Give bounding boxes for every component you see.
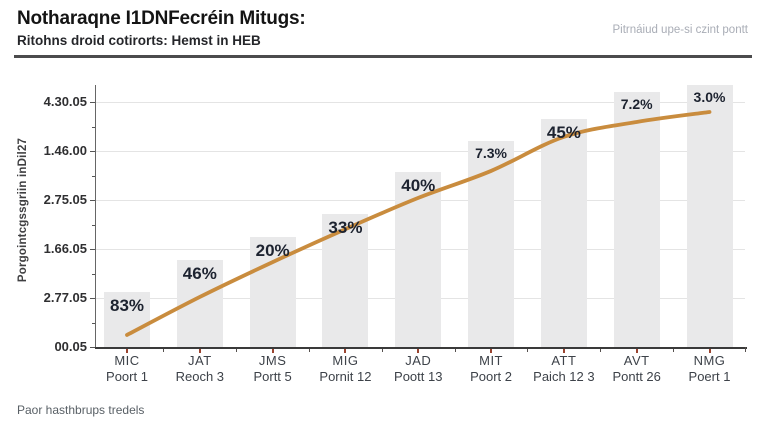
x-tick-label-ticker: JAD [405, 353, 432, 368]
y-axis-minor-tick [92, 224, 95, 226]
x-axis-boundary-tick [454, 347, 456, 352]
bar [686, 85, 733, 347]
x-tick-label-port: Poott 13 [394, 369, 443, 384]
page-title: Notharaqne I1DNFecréin Mitugs: [17, 8, 306, 29]
y-axis-line [94, 85, 96, 349]
x-tick-label-port: Pontt 26 [612, 369, 661, 384]
x-tick-label-port: Pornit 12 [319, 369, 372, 384]
y-tick-label: 4.30.05 [43, 94, 87, 109]
header-meta: Pitrnáiud upe-si czint pontt [612, 24, 748, 36]
x-tick-label-port: Reoch 3 [175, 369, 225, 384]
x-axis-category-tick [490, 349, 493, 353]
y-axis-major-tick [90, 347, 95, 348]
x-tick-label-ticker: JAT [187, 353, 212, 368]
x-axis-category-tick [271, 349, 274, 353]
bar [613, 92, 660, 347]
x-axis-line [95, 347, 747, 349]
y-axis-major-tick [90, 249, 95, 250]
y-tick-label: 2.77.05 [43, 290, 87, 305]
x-tick-label-ticker: AVT [623, 353, 650, 368]
gridline [95, 151, 745, 152]
header-divider [14, 55, 752, 58]
y-tick-label: 2.75.05 [43, 192, 87, 207]
y-axis-minor-tick [92, 322, 95, 324]
y-axis-major-tick [90, 102, 95, 103]
x-axis-category-tick [344, 349, 347, 353]
footer-note: Paor hasthbrups tredels [17, 403, 145, 417]
x-tick-label-port: Poert 1 [688, 369, 731, 384]
x-tick-label-ticker: NMG [693, 353, 726, 368]
x-tick-label-port: Poort 1 [106, 369, 148, 384]
gridline [95, 102, 745, 103]
y-tick-label: 00.05 [54, 339, 87, 354]
y-tick-label: 1.66.05 [43, 241, 87, 256]
x-axis-end-tick [745, 347, 746, 352]
trend-line-path [125, 110, 712, 337]
x-axis-category-tick [198, 349, 201, 353]
x-axis-boundary-tick [309, 347, 311, 352]
x-axis-boundary-tick [163, 347, 165, 352]
x-axis-boundary-tick [527, 347, 529, 352]
y-axis-major-tick [90, 151, 95, 152]
x-tick-label-ticker: JMS [258, 353, 287, 368]
x-tick-label-ticker: ATT [551, 353, 577, 368]
x-tick-label-ticker: MIT [479, 353, 503, 368]
bar [540, 119, 587, 347]
x-axis-category-tick [126, 349, 128, 353]
x-axis-boundary-tick [673, 347, 675, 352]
y-axis-minor-tick [92, 273, 95, 275]
x-axis-boundary-tick [600, 347, 602, 352]
x-tick-label-port: Paich 12 3 [533, 369, 595, 384]
x-axis-category-tick [417, 349, 420, 353]
x-axis-category-tick [562, 349, 565, 353]
y-tick-label: 1.46.00 [43, 143, 87, 158]
y-axis-major-tick [90, 200, 95, 201]
x-axis-boundary-tick [381, 347, 383, 352]
x-axis-category-tick [708, 349, 711, 353]
x-tick-label-port: Poort 2 [470, 369, 513, 384]
page-subtitle: Ritohns droid cotirorts: Hemst in HEB [17, 33, 261, 48]
x-axis-boundary-tick [236, 347, 238, 352]
y-axis-major-tick [90, 298, 95, 299]
bar [104, 291, 150, 347]
x-tick-label-port: Portt 5 [253, 369, 292, 384]
x-tick-label-ticker: MIC [114, 353, 140, 368]
y-axis-minor-tick [92, 126, 95, 128]
x-tick-label-ticker: MIG [332, 353, 359, 368]
x-axis-category-tick [635, 349, 638, 353]
bar [395, 171, 442, 347]
y-axis-minor-tick [92, 175, 95, 177]
